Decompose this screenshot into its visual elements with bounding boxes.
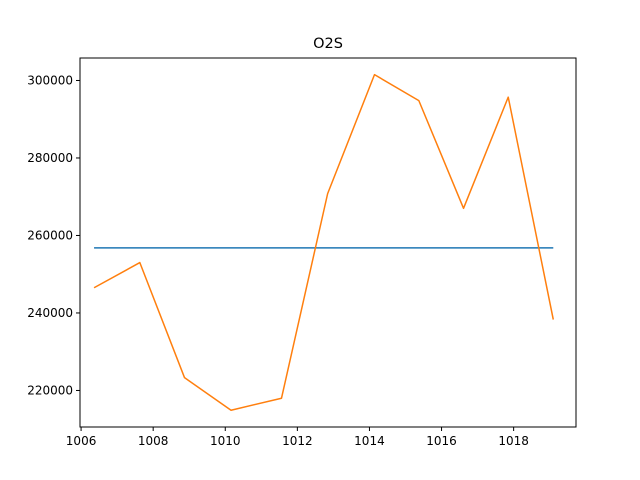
y-tick-label: 300000 (27, 73, 73, 87)
chart-title: O2S (313, 36, 343, 52)
x-tick-label: 1008 (138, 434, 169, 448)
x-tick-label: 1012 (282, 434, 313, 448)
series-layer (93, 73, 555, 411)
x-tick-label: 1016 (426, 434, 457, 448)
x-tick-label: 1006 (66, 434, 97, 448)
series-line-1 (93, 73, 555, 411)
x-tick-label: 1010 (210, 434, 241, 448)
x-tick-label: 1018 (498, 434, 529, 448)
y-tick-label: 280000 (27, 151, 73, 165)
y-axis: 220000 240000 260000 280000 300000 (27, 73, 80, 397)
x-axis: 1006 1008 1010 1012 1014 1016 1018 (66, 427, 529, 448)
plot-frame (79, 57, 577, 428)
y-tick-label: 260000 (27, 228, 73, 242)
y-tick-label: 220000 (27, 383, 73, 397)
x-tick-label: 1014 (354, 434, 385, 448)
y-tick-label: 240000 (27, 306, 73, 320)
